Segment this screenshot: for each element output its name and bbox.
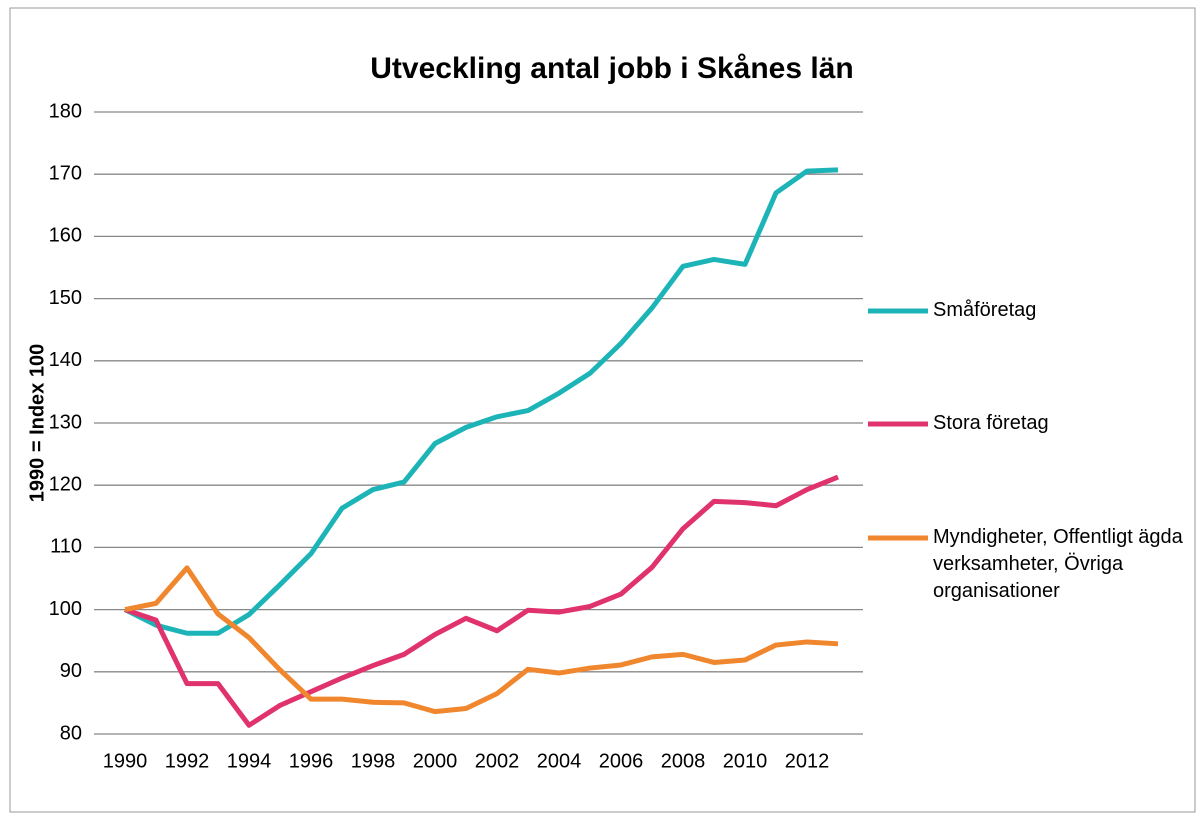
x-tick-label: 1994 [227,750,272,772]
series-line [124,565,839,715]
y-tick-label: 160 [49,225,82,247]
y-tick-label: 140 [49,349,82,371]
y-tick-label: 180 [49,100,82,122]
chart-title: Utveckling antal jobb i Skånes län [370,52,853,85]
x-tick-label: 2008 [661,750,706,772]
legend-label: Stora företag [933,412,1049,434]
y-tick-label: 130 [49,411,82,433]
series-line [123,167,839,636]
y-axis-label: 1990 = Index 100 [26,344,48,502]
y-tick-label: 170 [49,162,82,184]
y-tick-label: 80 [60,722,82,744]
x-tick-label: 1998 [351,750,396,772]
chart-frame [9,7,1196,813]
legend-label: Myndigheter, Offentligt ägda verksamhete… [933,526,1183,602]
x-tick-label: 2000 [413,750,458,772]
y-tick-label: 90 [60,660,82,682]
y-tick-label: 110 [50,536,82,558]
x-tick-label: 2002 [475,750,520,772]
x-tick-label: 1996 [289,750,334,772]
legend-label: Småföretag [933,299,1037,321]
y-tick-label: 150 [49,287,82,309]
y-tick-label: 100 [49,598,82,620]
x-tick-label: 2006 [599,750,644,772]
x-tick-label: 2004 [537,750,582,772]
x-tick-label: 2010 [723,750,768,772]
x-tick-label: 1992 [165,750,210,772]
x-tick-label: 2012 [785,750,830,772]
y-tick-label: 120 [49,473,82,495]
series-line [124,474,839,728]
x-tick-label: 1990 [103,750,148,772]
